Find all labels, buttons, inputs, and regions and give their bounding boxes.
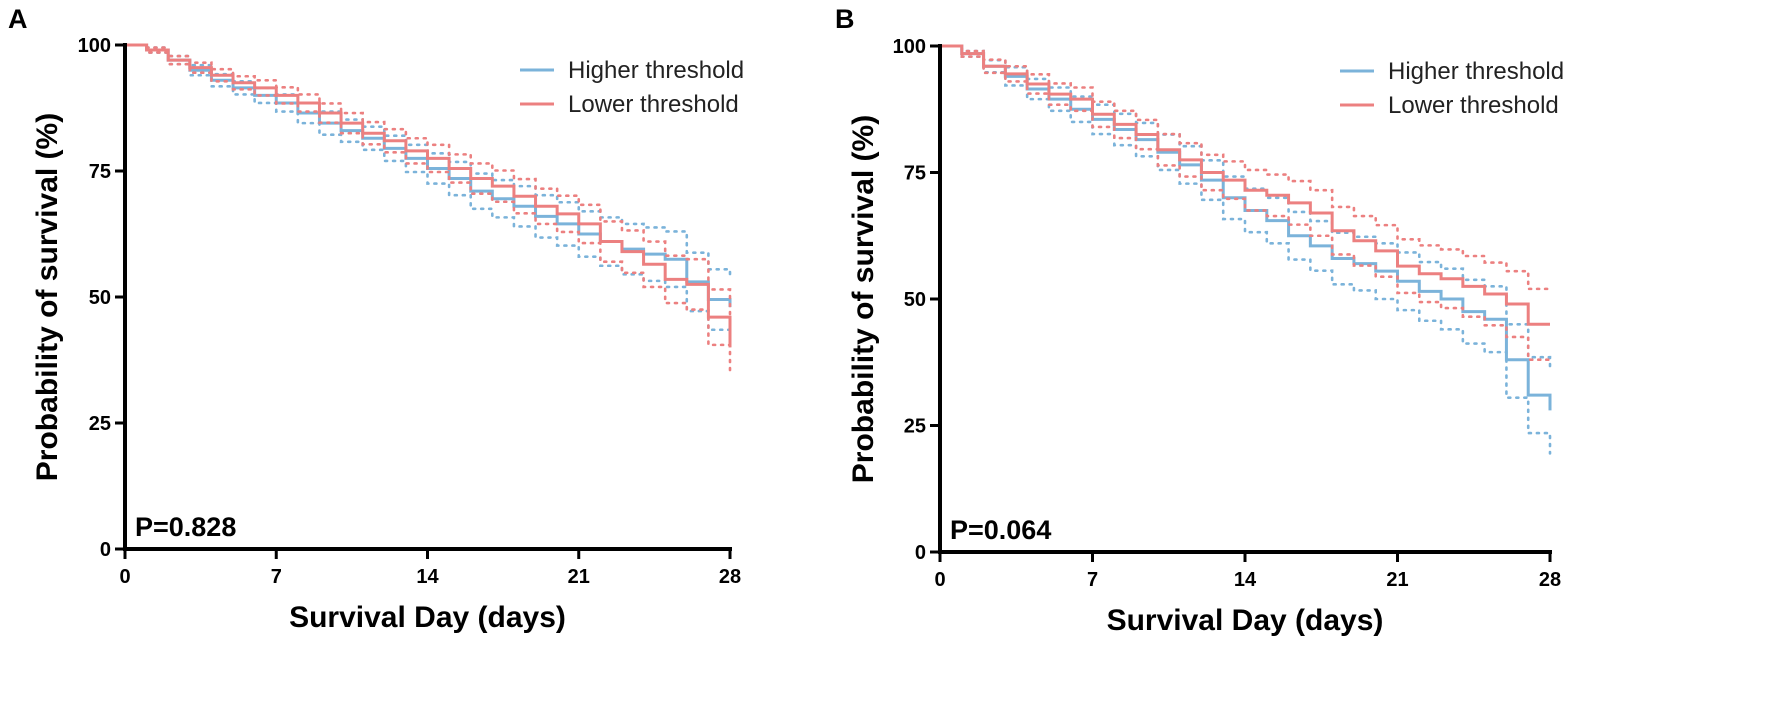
- ci-lower-line: [938, 44, 1552, 362]
- y-tick-label: 0: [915, 542, 926, 564]
- legend: Higher threshold Lower threshold: [520, 57, 744, 118]
- y-tick-label: 50: [904, 289, 926, 311]
- survival-step-line: [125, 43, 732, 348]
- y-axis-title: Probability of survival (%): [847, 115, 880, 483]
- x-tick-label: 7: [1087, 569, 1098, 591]
- x-tick-label: 0: [934, 569, 945, 591]
- survival-step-line: [940, 44, 1550, 326]
- legend-label-lower: Lower threshold: [1388, 92, 1559, 119]
- x-tick-label: 21: [568, 566, 590, 588]
- series-lower-threshold: [938, 44, 1552, 362]
- legend-label-higher: Higher threshold: [568, 57, 744, 84]
- p-value-annotation: P=0.828: [135, 512, 236, 542]
- panel-letter: A: [8, 4, 28, 34]
- x-tick-label: 14: [1234, 569, 1257, 591]
- x-axis-title: Survival Day (days): [289, 601, 566, 634]
- series-lower-threshold: [123, 43, 732, 374]
- x-tick-label: 7: [271, 566, 282, 588]
- y-tick-label: 25: [904, 416, 926, 438]
- x-tick-label: 28: [1539, 569, 1561, 591]
- y-tick-label: 25: [89, 413, 111, 435]
- y-tick-label: 75: [904, 163, 926, 185]
- legend-label-lower: Lower threshold: [568, 91, 739, 118]
- x-tick-label: 14: [416, 566, 439, 588]
- legend: Higher threshold Lower threshold: [1340, 58, 1564, 119]
- ci-upper-line: [123, 43, 732, 319]
- legend-label-higher: Higher threshold: [1388, 58, 1564, 85]
- y-tick-label: 75: [89, 161, 111, 183]
- x-tick-label: 0: [119, 566, 130, 588]
- panel-letter: B: [835, 4, 855, 34]
- panel-b: B 0 25 50 75 100 0 7 14 21 28 Survival Day (days) Pr…: [835, 4, 1564, 637]
- p-value-annotation: P=0.064: [950, 515, 1051, 545]
- x-axis-title: Survival Day (days): [1107, 604, 1384, 637]
- y-axis-title: Probability of survival (%): [31, 113, 64, 481]
- panel-a: A 0 25 50 75 100 0 7 14 21 28 Survival Day (days) Pr…: [8, 4, 744, 634]
- y-tick-label: 0: [100, 539, 111, 561]
- ci-lower-line: [938, 44, 1552, 455]
- series-higher-threshold: [123, 43, 732, 342]
- ci-lower-line: [123, 43, 732, 342]
- y-tick-label: 100: [893, 36, 926, 58]
- x-tick-label: 21: [1386, 569, 1408, 591]
- y-tick-label: 50: [89, 287, 111, 309]
- ci-upper-line: [938, 44, 1552, 291]
- x-tick-label: 28: [719, 566, 741, 588]
- y-tick-label: 100: [78, 35, 111, 57]
